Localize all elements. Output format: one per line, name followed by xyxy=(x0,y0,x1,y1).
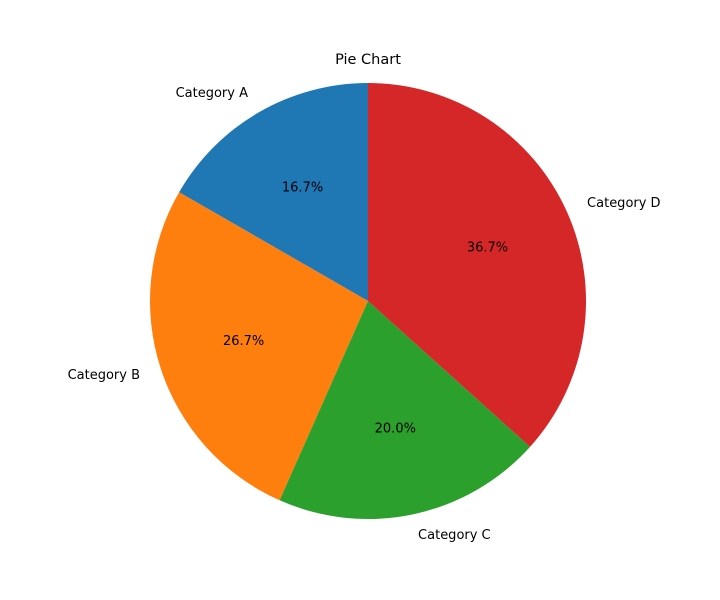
pie-labels: 16.7% Category A 26.7% Category B 20.0% Categ… xyxy=(68,86,661,543)
pie-slices xyxy=(149,83,586,519)
pie-category-label: Category B xyxy=(68,368,140,383)
pie-percent-label: 26.7% xyxy=(223,334,264,349)
pie-slice-category-b xyxy=(149,192,368,501)
pie-category-label: Category C xyxy=(418,528,491,543)
chart-title: Pie Chart xyxy=(335,52,401,68)
pie-slice-category-c xyxy=(279,301,531,519)
pie-category-label: Category D xyxy=(587,196,661,211)
pie-category-label: Category A xyxy=(176,86,249,101)
pie-slice-category-a xyxy=(179,83,368,301)
pie-percent-label: 36.7% xyxy=(467,240,508,255)
pie-percent-label: 20.0% xyxy=(375,421,416,436)
pie-slice-category-d xyxy=(368,83,586,447)
pie-percent-label: 16.7% xyxy=(282,180,323,195)
